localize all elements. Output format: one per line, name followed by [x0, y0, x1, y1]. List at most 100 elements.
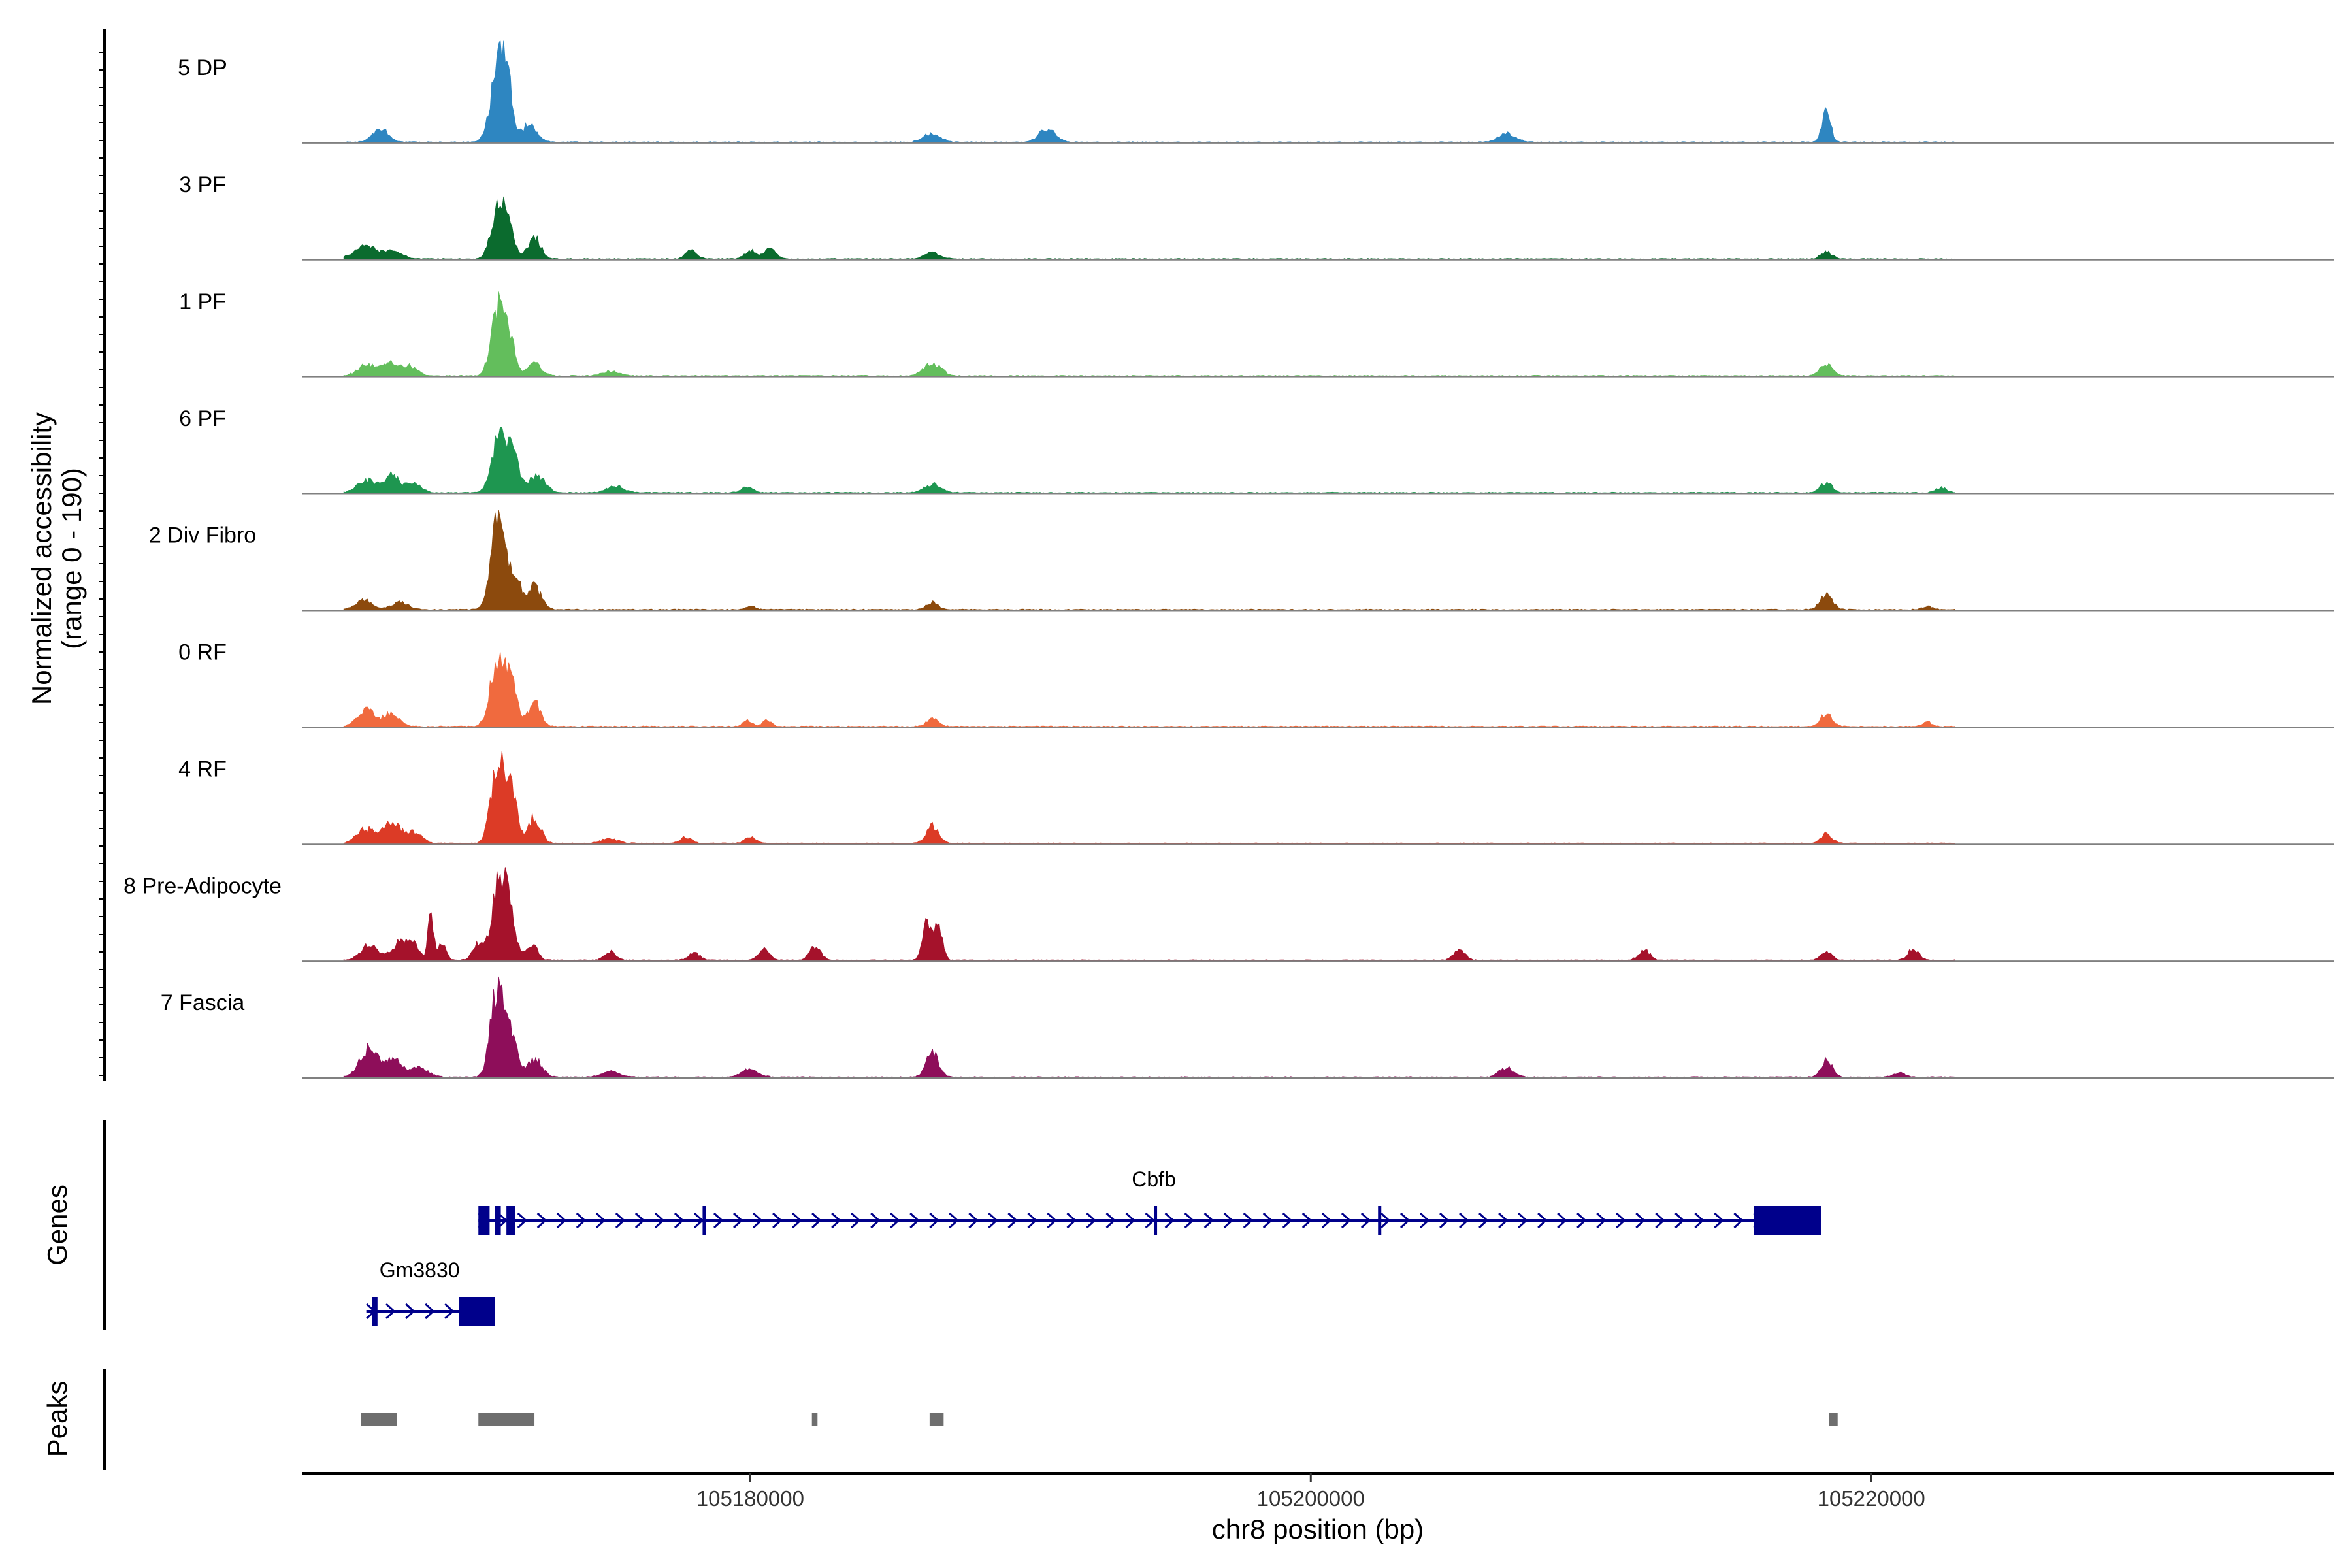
strand-arrow	[831, 1212, 841, 1229]
strand-arrow	[792, 1212, 802, 1229]
track-label: 7 Fascia	[161, 990, 245, 1015]
gene-exon	[495, 1206, 501, 1235]
strand-arrow	[949, 1212, 959, 1229]
genes-track: Cbfb Gm3830	[366, 1168, 1821, 1326]
track-label: 3 PF	[179, 172, 226, 197]
strand-arrow	[1439, 1212, 1450, 1229]
strand-arrow	[536, 1212, 547, 1229]
strand-arrow	[713, 1212, 724, 1229]
strand-arrow	[1478, 1212, 1489, 1229]
track-label: 5 DP	[178, 56, 227, 80]
strand-arrow	[1145, 1212, 1155, 1229]
gene-exon	[702, 1206, 706, 1235]
gene-exon	[506, 1206, 515, 1235]
gene-exon	[459, 1297, 495, 1326]
strand-arrow	[576, 1212, 587, 1229]
strand-arrow	[1557, 1212, 1567, 1229]
strand-arrow	[444, 1303, 455, 1320]
strand-arrow	[405, 1303, 416, 1320]
genes-y-title: Genes	[42, 1184, 73, 1266]
peak-region	[929, 1413, 944, 1426]
peaks-y-title: Peaks	[42, 1381, 73, 1458]
strand-arrow	[1694, 1212, 1705, 1229]
gene-model: Gm3830	[366, 1258, 495, 1326]
strand-arrow	[1733, 1212, 1744, 1229]
strand-arrow	[615, 1212, 626, 1229]
coverage-track: 7 Fascia	[161, 976, 2334, 1079]
strand-arrow	[811, 1212, 822, 1229]
strand-arrow	[870, 1212, 881, 1229]
track-label: 1 PF	[179, 289, 226, 314]
strand-arrow	[1262, 1212, 1273, 1229]
strand-arrow	[909, 1212, 920, 1229]
coverage-y-axis	[99, 29, 106, 1081]
strand-arrow	[385, 1303, 396, 1320]
peak-region	[1829, 1413, 1838, 1426]
strand-arrow	[1047, 1212, 1057, 1229]
strand-arrow	[1223, 1212, 1233, 1229]
strand-arrow	[1341, 1212, 1352, 1229]
coverage-tracks: 5 DP 3 PF 1 PF 6 PF 2 Div Fibro 0 RF 4 RF 8 Pre…	[123, 40, 2334, 1079]
strand-arrow	[1282, 1212, 1293, 1229]
strand-arrow	[1498, 1212, 1509, 1229]
coverage-area	[343, 427, 1956, 495]
strand-arrow	[1105, 1212, 1116, 1229]
gene-model: Cbfb	[478, 1168, 1821, 1235]
strand-arrow	[1635, 1212, 1646, 1229]
coverage-y-title-range: (range 0 - 190)	[56, 468, 87, 649]
strand-arrow	[968, 1212, 979, 1229]
coverage-y-title: Normalized accessibility	[26, 412, 57, 705]
coverage-track: 2 Div Fibro	[149, 510, 2334, 612]
track-label: 8 Pre-Adipocyte	[123, 874, 282, 898]
strand-arrow	[1380, 1212, 1391, 1229]
coverage-track: 6 PF	[179, 406, 2334, 495]
strand-arrow	[772, 1212, 783, 1229]
strand-arrow	[1321, 1212, 1332, 1229]
strand-arrow	[517, 1212, 527, 1229]
coverage-area	[343, 652, 1956, 728]
peak-region	[361, 1413, 397, 1426]
strand-arrow	[1184, 1212, 1194, 1229]
strand-arrow	[595, 1212, 606, 1229]
x-axis-title: chr8 position (bp)	[1212, 1514, 1424, 1544]
coverage-track: 0 RF	[178, 640, 2334, 728]
gene-exon	[478, 1206, 490, 1235]
x-tick-label: 105180000	[696, 1486, 804, 1511]
track-label: 0 RF	[178, 640, 227, 665]
strand-arrow	[988, 1212, 998, 1229]
strand-arrow	[497, 1212, 508, 1229]
coverage-area	[343, 291, 1957, 378]
x-axis: 105180000 105200000 105220000	[302, 1472, 2334, 1511]
gene-exon	[1154, 1206, 1158, 1235]
track-label: 2 Div Fibro	[149, 523, 256, 548]
strand-arrow	[1066, 1212, 1077, 1229]
strand-arrow	[929, 1212, 939, 1229]
strand-arrow	[1086, 1212, 1096, 1229]
strand-arrow	[753, 1212, 763, 1229]
coverage-track: 3 PF	[179, 172, 2334, 261]
strand-arrow	[1537, 1212, 1548, 1229]
strand-arrow	[1360, 1212, 1371, 1229]
strand-arrow	[425, 1303, 435, 1320]
strand-arrow	[674, 1212, 685, 1229]
strand-arrow	[1459, 1212, 1469, 1229]
strand-arrow	[1243, 1212, 1253, 1229]
gene-label: Cbfb	[1132, 1168, 1176, 1191]
strand-arrow	[1419, 1212, 1430, 1229]
strand-arrow	[890, 1212, 900, 1229]
coverage-area	[343, 867, 1956, 962]
strand-arrow	[693, 1212, 704, 1229]
coverage-track: 1 PF	[179, 289, 2334, 378]
strand-arrow	[733, 1212, 743, 1229]
x-tick-label: 105200000	[1257, 1486, 1365, 1511]
strand-arrow	[1164, 1212, 1175, 1229]
track-label: 4 RF	[178, 757, 227, 781]
strand-arrow	[556, 1212, 567, 1229]
strand-arrow	[1596, 1212, 1607, 1229]
gene-exon	[372, 1297, 378, 1326]
peaks-track	[361, 1413, 1838, 1426]
coverage-area	[343, 40, 1956, 144]
strand-arrow	[1714, 1212, 1724, 1229]
